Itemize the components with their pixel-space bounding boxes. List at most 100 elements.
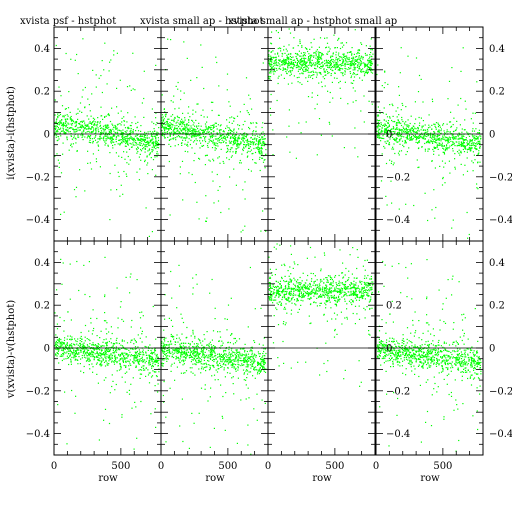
data-point [105,140,107,142]
data-point [230,140,232,142]
data-point [79,344,81,346]
data-point [252,142,254,145]
data-point [215,357,217,359]
data-point [198,360,200,362]
data-point [400,47,402,49]
data-point [318,71,320,74]
data-point [342,61,344,63]
data-point [269,78,271,80]
data-point [108,129,110,131]
data-point [199,131,201,133]
data-point [152,358,155,361]
data-point [232,363,234,365]
data-point [87,98,89,100]
data-point [177,88,179,90]
data-point [479,135,481,137]
data-point [110,128,112,131]
data-point [214,147,216,149]
data-point [59,128,61,130]
data-point [142,365,144,367]
data-point [303,60,305,62]
data-point [475,143,477,145]
data-point [240,142,242,144]
data-point [192,141,195,143]
data-point [475,135,478,137]
data-point [100,350,103,352]
data-point [139,377,141,379]
data-point [156,151,158,153]
data-point [83,264,85,266]
data-point [358,49,360,51]
data-point [144,359,146,361]
data-point [260,132,263,134]
data-point [104,256,106,258]
data-point [119,355,121,357]
data-point [429,135,432,137]
data-point [140,142,142,145]
data-point [406,125,408,128]
data-point [204,155,207,157]
data-point [409,137,411,139]
data-point [124,136,126,138]
data-point [282,69,284,71]
data-point [74,338,76,340]
data-point [239,143,241,146]
data-point [153,128,155,130]
data-point [127,356,129,358]
data-point [153,371,155,373]
data-point [280,68,282,70]
data-point [353,72,355,74]
data-point [125,131,127,133]
data-point [70,127,72,129]
data-point [153,361,155,363]
data-point [431,98,433,100]
data-point [330,62,332,64]
data-point [217,157,219,159]
data-point [55,134,58,136]
data-point [352,63,354,65]
data-point [194,131,196,133]
data-point [341,63,343,65]
data-point [229,105,231,107]
data-point [173,137,175,139]
data-point [340,97,342,99]
data-point [408,128,410,130]
data-point [223,162,225,164]
data-point [92,342,94,344]
data-point [398,121,400,123]
data-point [71,356,73,358]
data-point [350,82,352,84]
data-point [222,134,224,136]
data-point [194,128,196,130]
data-point [115,137,117,139]
data-point [446,139,448,141]
data-point [300,132,302,134]
data-point [429,142,431,144]
data-point [442,176,444,179]
data-point [464,148,466,150]
data-point [326,71,329,73]
data-point [172,138,174,140]
data-point [106,125,108,127]
data-point [228,358,230,360]
data-point [103,69,105,71]
data-point [135,142,138,144]
data-point [133,343,135,345]
data-point [472,144,474,146]
data-point [344,73,346,75]
data-point [130,348,132,350]
data-point [361,62,363,64]
data-point [146,135,148,137]
data-point [354,59,356,61]
data-point [213,345,215,347]
data-point [64,348,66,350]
panel-1-points [54,38,160,237]
data-point [472,170,474,172]
data-point [88,136,90,138]
data-point [278,75,280,77]
data-point [358,66,360,68]
data-point [309,71,311,73]
data-point [171,126,173,128]
data-point [58,122,60,124]
data-point [206,356,208,358]
